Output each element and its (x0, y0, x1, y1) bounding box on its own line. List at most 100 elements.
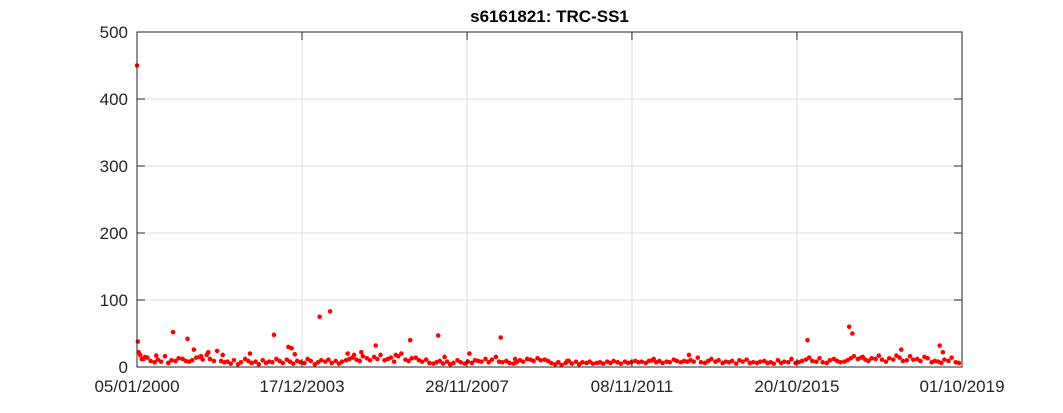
data-point (327, 309, 333, 314)
data-point (940, 349, 946, 355)
data-point (869, 355, 874, 361)
data-point (883, 359, 889, 364)
data-point (158, 359, 164, 364)
data-point (799, 358, 805, 364)
x-tick-label: 08/11/2011 (591, 377, 674, 396)
x-tick-labels: 05/01/2000 17/12/2003 28/11/2007 08/11/2011… (94, 377, 1004, 396)
data-point (486, 360, 491, 365)
data-point (373, 343, 379, 348)
data-point (351, 352, 357, 358)
data-point (360, 353, 366, 359)
data-point (339, 359, 345, 364)
data-point (556, 360, 561, 365)
data-point (148, 358, 153, 364)
data-point (270, 360, 275, 365)
data-point (851, 353, 857, 359)
data-point (419, 359, 425, 364)
data-point (162, 353, 168, 359)
y-tick-label: 200 (100, 224, 128, 243)
data-point (846, 324, 852, 330)
data-point (238, 360, 244, 365)
data-point (253, 359, 258, 364)
data-point (942, 357, 947, 362)
data-point (740, 359, 745, 364)
x-tick-label: 17/12/2003 (259, 377, 344, 396)
data-point (271, 332, 277, 338)
data-point (757, 359, 763, 364)
data-point (660, 360, 665, 366)
y-tick-label: 400 (100, 90, 128, 109)
data-point (302, 360, 307, 366)
data-point (904, 358, 910, 363)
data-point (910, 357, 916, 362)
data-point (399, 351, 404, 356)
data-point (590, 361, 596, 366)
data-point (290, 361, 296, 366)
data-point (423, 357, 429, 362)
data-point (771, 361, 777, 366)
data-point (231, 358, 237, 363)
data-point (820, 360, 826, 365)
data-point (440, 361, 446, 366)
data-point (247, 351, 253, 356)
data-point (744, 357, 749, 362)
data-point (850, 331, 855, 336)
data-point (507, 360, 512, 366)
y-tick-label: 0 (119, 358, 128, 377)
data-point (900, 358, 906, 364)
data-point (691, 359, 697, 364)
data-point (444, 359, 450, 364)
data-point (135, 339, 141, 344)
data-point (925, 355, 930, 361)
data-point (437, 358, 443, 364)
data-point (409, 355, 415, 361)
data-point (667, 360, 673, 365)
data-point (879, 357, 885, 362)
data-point (142, 354, 148, 360)
data-point (716, 358, 721, 363)
data-point (810, 358, 815, 364)
data-point (173, 358, 178, 364)
data-point (465, 359, 471, 364)
data-point (367, 358, 373, 363)
axis-ticks (136, 31, 963, 368)
data-point (357, 358, 363, 364)
data-point (876, 353, 882, 358)
data-point (499, 360, 505, 365)
data-point (489, 357, 495, 362)
data-point (600, 361, 606, 366)
data-point (185, 336, 190, 342)
data-point (580, 360, 585, 365)
data-point (907, 353, 913, 359)
data-point (169, 358, 174, 363)
data-point (785, 360, 791, 365)
data-point (938, 360, 944, 366)
data-point (538, 358, 544, 363)
x-tick-label: 05/01/2000 (94, 377, 179, 396)
chart-title: s6161821: TRC-SS1 (470, 7, 629, 26)
data-point (698, 360, 704, 365)
data-point (176, 355, 181, 361)
data-point (611, 358, 616, 364)
data-point (191, 347, 197, 352)
data-point (937, 343, 942, 348)
data-point (467, 351, 472, 356)
data-point (806, 355, 812, 360)
data-point (573, 359, 579, 364)
data-point (479, 359, 484, 364)
data-point (729, 358, 735, 364)
y-tick-label: 100 (100, 291, 128, 310)
data-point (458, 360, 463, 365)
data-point (170, 329, 176, 335)
data-point (890, 357, 896, 362)
data-point (211, 358, 217, 364)
data-point (292, 351, 298, 357)
data-point (827, 358, 833, 363)
data-point (198, 353, 204, 359)
data-point (674, 358, 680, 364)
data-point (407, 337, 413, 343)
data-point (451, 360, 456, 366)
data-point (651, 356, 656, 362)
data-point (686, 352, 692, 358)
